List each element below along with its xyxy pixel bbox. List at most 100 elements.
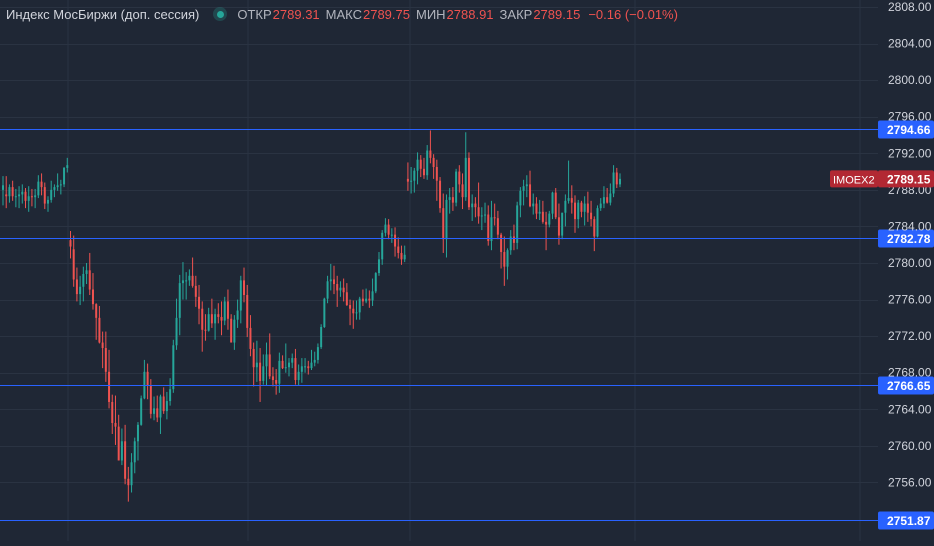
candle xyxy=(410,167,413,194)
candle-body xyxy=(374,273,377,292)
candle xyxy=(104,331,107,382)
candle-body xyxy=(130,462,133,486)
candle xyxy=(101,331,104,369)
candle xyxy=(512,224,515,251)
candle-body xyxy=(185,280,188,282)
candle xyxy=(590,200,593,227)
candle-body xyxy=(532,203,535,207)
candle-body xyxy=(40,181,43,188)
candle-body xyxy=(349,305,352,309)
candle xyxy=(339,281,342,297)
candle xyxy=(82,266,85,302)
grid xyxy=(0,0,878,541)
candle xyxy=(342,278,345,302)
candle xyxy=(387,219,390,240)
candle xyxy=(606,188,609,204)
candle-body xyxy=(377,259,380,274)
candle xyxy=(159,394,162,434)
price-tick-label: 2764.00 xyxy=(888,402,932,416)
candle xyxy=(532,193,535,215)
candle-body xyxy=(268,354,271,377)
candle-body xyxy=(619,178,621,185)
candle-body xyxy=(21,191,24,195)
candle xyxy=(140,395,143,426)
candle xyxy=(63,167,66,188)
candle xyxy=(451,187,454,211)
candle-body xyxy=(439,180,442,209)
candle xyxy=(278,352,281,393)
price-tick-label: 2804.00 xyxy=(888,37,932,51)
candle xyxy=(609,183,612,206)
instrument-title[interactable]: Индекс МосБиржи (доп. сессия) xyxy=(6,6,200,22)
candle xyxy=(124,424,127,485)
high-value: 2789.75 xyxy=(362,6,410,22)
candle-body xyxy=(220,316,223,321)
price-tick-label: 2784.00 xyxy=(888,219,932,233)
change-value: −0.16 (−0.01%) xyxy=(588,6,678,22)
candle xyxy=(432,154,435,179)
candle-body xyxy=(355,312,358,314)
candle-body xyxy=(153,408,156,414)
candle xyxy=(368,290,371,308)
candle xyxy=(249,315,252,357)
candle-body xyxy=(336,284,339,291)
candle-body xyxy=(162,396,165,412)
candle xyxy=(162,387,165,414)
candle-body xyxy=(352,308,355,314)
candle-body xyxy=(358,298,361,313)
candle-body xyxy=(320,327,323,348)
candle-body xyxy=(426,150,429,176)
candle-body xyxy=(490,217,493,242)
level-label: 2751.87 xyxy=(887,514,931,528)
price-axis[interactable]: 2808.002804.002800.002796.002792.002788.… xyxy=(888,0,932,489)
candle-body xyxy=(342,287,345,293)
candle xyxy=(554,188,557,220)
level-label: 2766.65 xyxy=(887,379,931,393)
candle xyxy=(50,180,53,203)
candle xyxy=(400,245,403,265)
candle-body xyxy=(615,172,618,185)
candle-body xyxy=(413,170,416,181)
candle-body xyxy=(53,187,56,190)
candle xyxy=(310,349,313,370)
candle-body xyxy=(252,348,255,368)
candle-body xyxy=(226,301,229,319)
candle xyxy=(477,182,480,224)
candle-body xyxy=(477,207,480,217)
candle xyxy=(496,210,499,240)
candle-body xyxy=(95,304,98,318)
candle-body xyxy=(445,199,448,240)
candle-body xyxy=(63,167,66,185)
candle-body xyxy=(474,203,477,208)
candle-body xyxy=(294,358,297,381)
candle xyxy=(442,193,445,253)
candle xyxy=(551,191,554,220)
candle xyxy=(529,170,532,208)
candle-body xyxy=(133,441,136,463)
candle-body xyxy=(79,286,82,295)
candle-body xyxy=(11,187,14,197)
candle-body xyxy=(149,385,152,414)
candle-body xyxy=(255,362,258,368)
candle xyxy=(403,245,406,263)
candle-body xyxy=(291,358,294,363)
candle-body xyxy=(519,190,522,206)
candle xyxy=(136,422,139,461)
candle-body xyxy=(156,408,159,418)
candle-body xyxy=(249,327,252,349)
candle xyxy=(53,184,56,198)
candle-body xyxy=(27,196,30,201)
candle xyxy=(619,173,621,188)
candle-body xyxy=(169,389,172,402)
candle xyxy=(175,298,178,350)
candle-body xyxy=(590,212,593,220)
candle-body xyxy=(506,250,509,267)
candle xyxy=(37,175,40,199)
open-label: ОТКР xyxy=(237,6,272,22)
candle xyxy=(34,188,37,209)
candle-body xyxy=(120,441,123,461)
candle-body xyxy=(548,213,551,225)
candle xyxy=(14,188,17,208)
